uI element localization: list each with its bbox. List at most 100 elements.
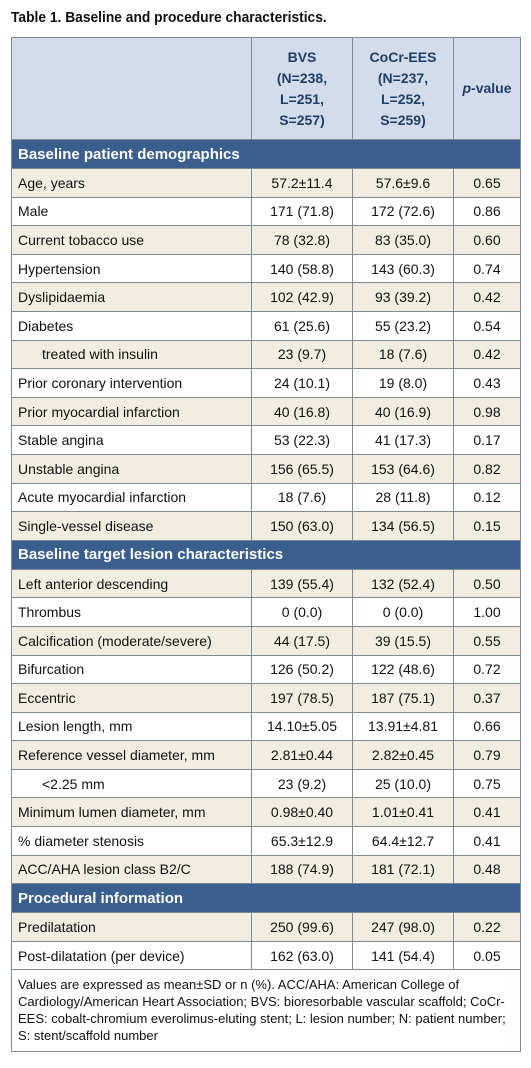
table-row: Single-vessel disease 150 (63.0) 134 (56.5…: [11, 511, 521, 541]
cocr-ees-value: 0 (0.0): [352, 597, 454, 627]
p-value: 0.79: [453, 740, 521, 770]
bvs-value: 57.2±11.4: [251, 168, 353, 198]
row-label: Reference vessel diameter, mm: [11, 740, 252, 770]
header-bvs-line: L=251,: [280, 90, 324, 107]
row-label: Dyslipidaemia: [11, 282, 252, 312]
bvs-value: 0 (0.0): [251, 597, 353, 627]
table-row: Hypertension 140 (58.8) 143 (60.3) 0.74: [11, 253, 521, 284]
cocr-ees-value: 93 (39.2): [352, 282, 454, 312]
p-value: 0.37: [453, 683, 521, 713]
table-row: Dyslipidaemia 102 (42.9) 93 (39.2) 0.42: [11, 282, 521, 312]
header-p-italic: p: [462, 80, 472, 96]
table-row: treated with insulin 23 (9.7) 18 (7.6) 0.42: [11, 339, 521, 370]
p-value: 0.42: [453, 282, 521, 312]
section-title: Baseline patient demographics: [11, 139, 521, 169]
header-p-rest: -value: [471, 80, 512, 96]
row-label: Unstable angina: [11, 453, 252, 484]
row-label: Stable angina: [11, 425, 252, 455]
header-bvs: BVS (N=238, L=251, S=257): [251, 37, 353, 140]
cocr-ees-value: 172 (72.6): [352, 196, 454, 227]
header-cocr-line: (N=237,: [377, 69, 429, 86]
p-value: 0.55: [453, 625, 521, 656]
table-row: Current tobacco use 78 (32.8) 83 (35.0) 0.6…: [11, 225, 521, 255]
row-label: Bifurcation: [11, 654, 252, 685]
cocr-ees-value: 122 (48.6): [352, 654, 454, 685]
bvs-value: 65.3±12.9: [251, 826, 353, 856]
bvs-value: 23 (9.7): [251, 339, 353, 370]
table-footnote: Values are expressed as mean±SD or n (%)…: [11, 969, 521, 1053]
bvs-value: 188 (74.9): [251, 854, 353, 885]
cocr-ees-value: 181 (72.1): [352, 854, 454, 885]
table-row: Diabetes 61 (25.6) 55 (23.2) 0.54: [11, 310, 521, 341]
header-bvs-line: BVS: [287, 48, 317, 65]
cocr-ees-value: 64.4±12.7: [352, 826, 454, 856]
bvs-value: 140 (58.8): [251, 253, 353, 284]
row-label: % diameter stenosis: [11, 826, 252, 856]
p-value: 1.00: [453, 597, 521, 627]
cocr-ees-value: 1.01±0.41: [352, 797, 454, 828]
table-row: Prior myocardial infarction 40 (16.8) 40 (…: [11, 396, 521, 427]
table-row: % diameter stenosis 65.3±12.9 64.4±12.7 0.4…: [11, 826, 521, 856]
row-label: Thrombus: [11, 597, 252, 627]
cocr-ees-value: 187 (75.1): [352, 683, 454, 713]
p-value: 0.05: [453, 940, 521, 971]
p-value: 0.15: [453, 511, 521, 541]
row-label: Post-dilatation (per device): [11, 940, 252, 971]
table-row: Bifurcation 126 (50.2) 122 (48.6) 0.72: [11, 654, 521, 685]
bvs-value: 2.81±0.44: [251, 740, 353, 770]
table-row: Reference vessel diameter, mm 2.81±0.44 2.…: [11, 740, 521, 770]
cocr-ees-value: 55 (23.2): [352, 310, 454, 341]
row-label: Left anterior descending: [11, 568, 252, 599]
p-value: 0.43: [453, 368, 521, 398]
p-value: 0.98: [453, 396, 521, 427]
row-label: Prior coronary intervention: [11, 368, 252, 398]
cocr-ees-value: 83 (35.0): [352, 225, 454, 255]
header-blank-cell: [11, 37, 252, 140]
section-header-row: Baseline patient demographics: [11, 139, 521, 169]
table-row: Male 171 (71.8) 172 (72.6) 0.86: [11, 196, 521, 227]
p-value: 0.86: [453, 196, 521, 227]
bvs-value: 102 (42.9): [251, 282, 353, 312]
cocr-ees-value: 2.82±0.45: [352, 740, 454, 770]
bvs-value: 53 (22.3): [251, 425, 353, 455]
header-bvs-line: (N=238,: [276, 69, 328, 86]
bvs-value: 162 (63.0): [251, 940, 353, 971]
section-title: Baseline target lesion characteristics: [11, 539, 521, 570]
row-label: Age, years: [11, 168, 252, 198]
row-label: Diabetes: [11, 310, 252, 341]
p-value: 0.82: [453, 453, 521, 484]
table-row: Minimum lumen diameter, mm 0.98±0.40 1.01±…: [11, 797, 521, 828]
cocr-ees-value: 41 (17.3): [352, 425, 454, 455]
footnote-row: Values are expressed as mean±SD or n (%)…: [11, 969, 521, 1053]
cocr-ees-value: 28 (11.8): [352, 482, 454, 513]
p-value: 0.41: [453, 826, 521, 856]
bvs-value: 18 (7.6): [251, 482, 353, 513]
p-value: 0.54: [453, 310, 521, 341]
bvs-value: 24 (10.1): [251, 368, 353, 398]
table-row: ACC/AHA lesion class B2/C 188 (74.9) 181 (…: [11, 854, 521, 885]
p-value: 0.66: [453, 711, 521, 742]
row-label: ACC/AHA lesion class B2/C: [11, 854, 252, 885]
p-value: 0.42: [453, 339, 521, 370]
table-row: Thrombus 0 (0.0) 0 (0.0) 1.00: [11, 597, 521, 627]
header-cocr-ees: CoCr-EES (N=237, L=252, S=259): [352, 37, 454, 140]
table-row: Eccentric 197 (78.5) 187 (75.1) 0.37: [11, 683, 521, 713]
row-label: Hypertension: [11, 253, 252, 284]
bvs-value: 78 (32.8): [251, 225, 353, 255]
cocr-ees-value: 143 (60.3): [352, 253, 454, 284]
p-value: 0.74: [453, 253, 521, 284]
header-bvs-line: S=257): [279, 111, 325, 128]
bvs-value: 171 (71.8): [251, 196, 353, 227]
bvs-value: 0.98±0.40: [251, 797, 353, 828]
table-row: Predilatation 250 (99.6) 247 (98.0) 0.22: [11, 912, 521, 942]
header-p-value: p-value: [453, 37, 521, 140]
table-row: Post-dilatation (per device) 162 (63.0) 14…: [11, 940, 521, 971]
row-label: Minimum lumen diameter, mm: [11, 797, 252, 828]
table-row: Unstable angina 156 (65.5) 153 (64.6) 0.82: [11, 453, 521, 484]
p-value: 0.75: [453, 768, 521, 799]
row-label: Calcification (moderate/severe): [11, 625, 252, 656]
row-label: Predilatation: [11, 912, 252, 942]
cocr-ees-value: 40 (16.9): [352, 396, 454, 427]
bvs-value: 156 (65.5): [251, 453, 353, 484]
cocr-ees-value: 141 (54.4): [352, 940, 454, 971]
